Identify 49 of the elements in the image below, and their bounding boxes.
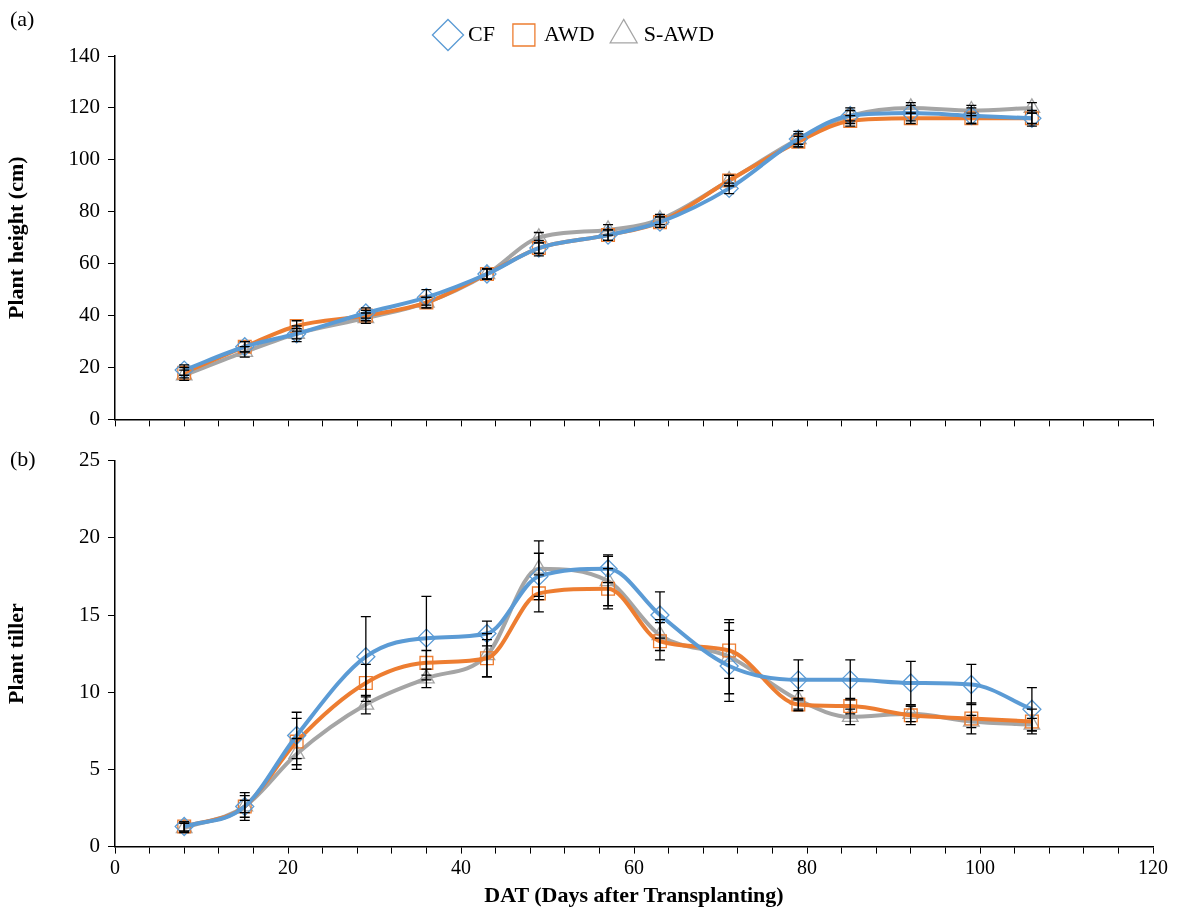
y-tick-label: 5 xyxy=(89,755,100,780)
y-tick-label: 10 xyxy=(79,678,100,703)
x-tick-label: 100 xyxy=(965,855,995,878)
legend-label: CF xyxy=(467,20,495,46)
point xyxy=(356,647,376,667)
point xyxy=(901,673,921,693)
point xyxy=(417,668,435,684)
y-tick-label: 120 xyxy=(68,94,100,119)
x-axis-title: DAT (Days after Transplanting) xyxy=(484,882,784,908)
point xyxy=(840,670,860,690)
point xyxy=(479,651,494,666)
x-tick-label: 0 xyxy=(110,855,120,878)
chart-title: (b) xyxy=(10,446,36,472)
y-tick-label: 140 xyxy=(68,42,100,67)
y-axis-title: Plant height (cm) xyxy=(2,156,28,319)
point xyxy=(416,628,437,648)
x-tick-label: 40 xyxy=(451,855,471,878)
legend-label: S-AWD xyxy=(643,20,715,46)
y-tick-label: 20 xyxy=(79,524,100,549)
point xyxy=(652,634,667,649)
x-tick-label: 60 xyxy=(624,855,644,878)
legend-label: AWD xyxy=(543,20,595,46)
point xyxy=(287,725,307,746)
y-tick-label: 60 xyxy=(79,250,100,275)
point xyxy=(650,605,670,625)
x-tick-label: 80 xyxy=(797,855,817,878)
y-tick-label: 0 xyxy=(89,405,100,430)
point xyxy=(357,694,375,710)
y-tick-label: 40 xyxy=(79,302,100,327)
point xyxy=(719,656,739,676)
y-tick-label: 0 xyxy=(89,833,100,858)
y-tick-label: 80 xyxy=(79,198,100,223)
x-tick-label: 20 xyxy=(278,855,298,878)
point xyxy=(961,674,981,695)
y-tick-label: 100 xyxy=(68,146,100,171)
y-tick-label: 20 xyxy=(79,354,100,378)
point xyxy=(722,643,737,658)
point xyxy=(1022,699,1042,719)
point xyxy=(599,571,617,587)
chart-title: (a) xyxy=(10,6,35,32)
x-tick-label: 120 xyxy=(1138,855,1168,878)
point xyxy=(530,559,548,574)
y-tick-label: 25 xyxy=(79,447,100,472)
point xyxy=(788,670,808,690)
point xyxy=(598,559,618,579)
y-tick-label: 15 xyxy=(79,601,100,626)
point xyxy=(358,675,373,690)
y-axis-title: Plant tiller xyxy=(2,602,28,705)
point xyxy=(529,566,549,587)
